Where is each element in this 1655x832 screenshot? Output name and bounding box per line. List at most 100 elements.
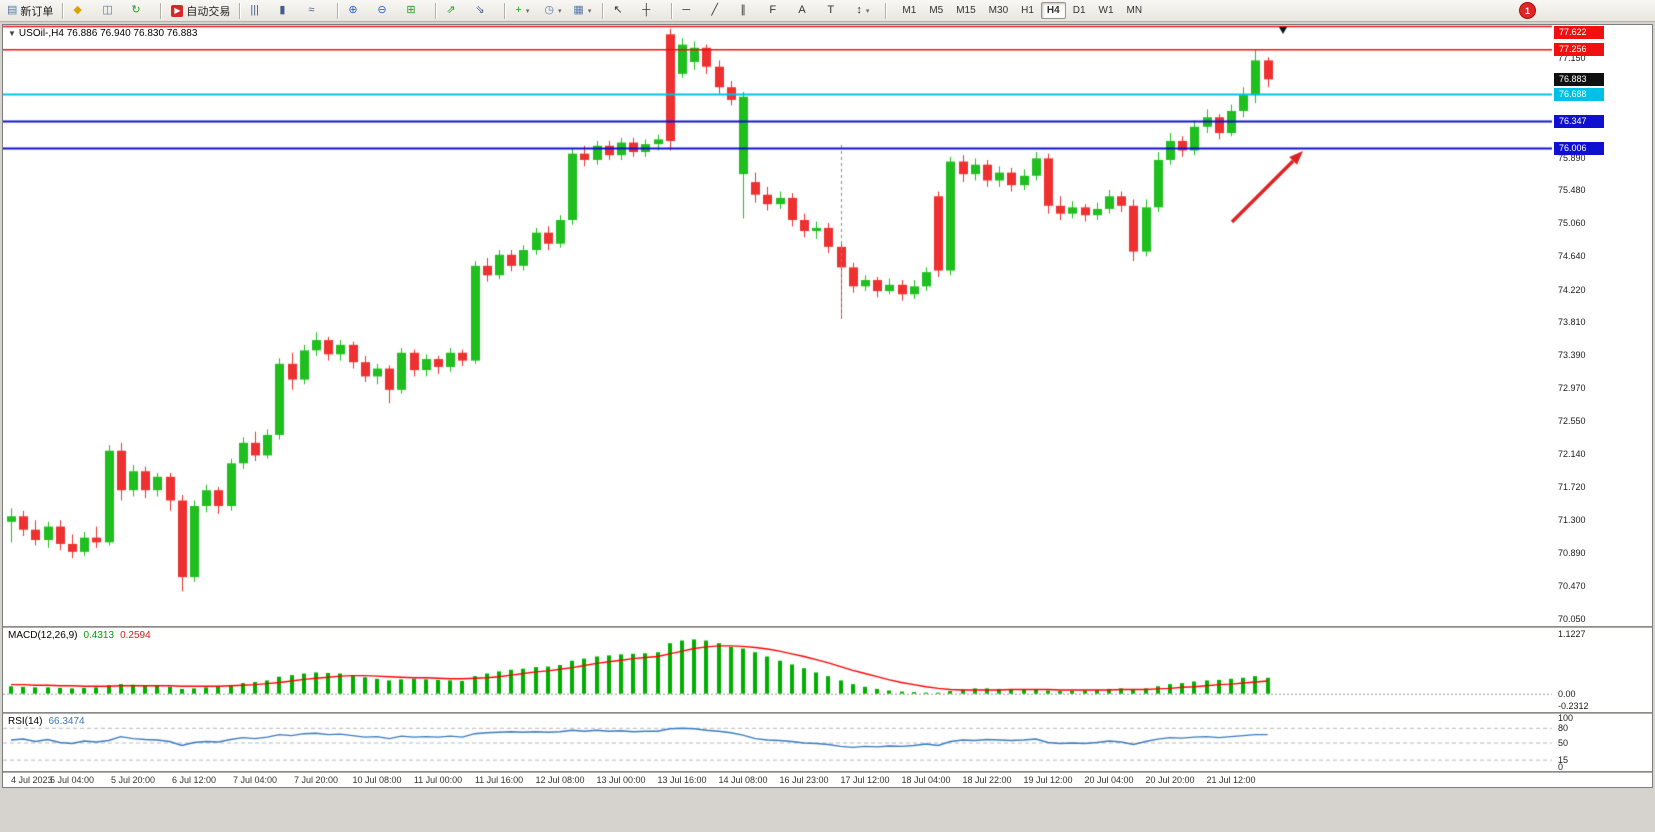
price-level-box[interactable]: 77.622 <box>1554 25 1604 39</box>
refresh-button[interactable]: ↻ <box>127 1 155 21</box>
candlestick-button[interactable]: ▮ <box>275 1 303 21</box>
timeframe-d1-button[interactable]: D1 <box>1072 5 1086 16</box>
rsi-canvas[interactable] <box>3 714 1554 771</box>
date-label: 10 Jul 08:00 <box>352 775 402 785</box>
market-watch-button[interactable]: ◫ <box>98 1 126 21</box>
date-label: 19 Jul 12:00 <box>1023 775 1073 785</box>
trendline-button[interactable]: ╱ <box>707 1 735 21</box>
notification-badge[interactable]: 1 <box>1519 2 1536 19</box>
rsi-title-text: RSI(14) <box>8 716 43 727</box>
time-axis[interactable] <box>3 773 1652 787</box>
cursor-button[interactable]: ↖ <box>609 1 637 21</box>
rsi-axis-label: 50 <box>1558 737 1569 748</box>
date-label: 17 Jul 12:00 <box>840 775 890 785</box>
text-button[interactable]: A <box>794 1 822 21</box>
new-order-icon: ▤ <box>7 4 18 16</box>
price-axis-label: 74.220 <box>1558 284 1586 295</box>
price-level-box[interactable]: 77.256 <box>1554 43 1604 57</box>
zoom-out-button[interactable]: ⊖ <box>373 1 401 21</box>
timeframe-toolbar: M1 M5 M15 M30 H1 H4 D1 W1 MN <box>896 2 1148 19</box>
channel-icon: ∥ <box>740 4 746 16</box>
toolbar-separator <box>435 2 438 19</box>
date-label: 5 Jul 04:00 <box>49 775 95 785</box>
macd-axis-label: 1.1227 <box>1558 629 1586 639</box>
text-icon: A <box>798 4 806 16</box>
channel-button[interactable]: ∥ <box>736 1 764 21</box>
indicator-list-icon: ⇘ <box>475 4 485 16</box>
toolbar-separator <box>671 2 674 19</box>
label-icon: T <box>827 4 835 16</box>
crosshair-button[interactable]: ┼ <box>638 1 666 21</box>
indicators-button[interactable]: ⇗ <box>442 1 470 21</box>
crosshair-icon: ┼ <box>642 4 651 16</box>
horizontal-line-button[interactable]: ─ <box>678 1 706 21</box>
chevron-down-icon[interactable]: ▾ <box>865 7 870 15</box>
add-indicator-button[interactable]: + ▾ <box>511 1 539 21</box>
panel-splitter[interactable] <box>3 712 1652 714</box>
date-label: 18 Jul 22:00 <box>962 775 1012 785</box>
timeframe-m30-button[interactable]: M30 <box>988 5 1009 16</box>
date-label: 4 Jul 2023 <box>11 775 53 785</box>
market-watch-icon: ◫ <box>102 4 113 16</box>
chart-profile-button[interactable]: ◆ <box>69 1 97 21</box>
date-label: 11 Jul 16:00 <box>474 775 524 785</box>
line-chart-button[interactable]: ≈ <box>304 1 332 21</box>
price-axis-label: 75.480 <box>1558 184 1586 195</box>
indicator-list-button[interactable]: ⇘ <box>471 1 499 21</box>
panel-splitter[interactable] <box>3 626 1652 628</box>
periods-button[interactable]: ◷ ▾ <box>540 1 568 21</box>
toolbar-separator <box>504 2 507 19</box>
horizontal-line-icon: ─ <box>682 4 691 16</box>
macd-canvas[interactable] <box>3 628 1554 712</box>
new-order-button-label: 新订单 <box>20 5 54 18</box>
label-button[interactable]: T <box>823 1 851 21</box>
price-axis-label: 77.150 <box>1558 53 1586 64</box>
date-label: 7 Jul 04:00 <box>232 775 278 785</box>
price-level-box[interactable]: 76.006 <box>1554 141 1604 155</box>
periods-icon: ◷ <box>544 4 555 16</box>
panel-splitter[interactable] <box>3 771 1652 773</box>
timeframe-m15-button[interactable]: M15 <box>956 5 976 16</box>
arrows-button[interactable]: ↕ ▾ <box>852 1 880 21</box>
bar-chart-button[interactable]: ||| <box>246 1 274 21</box>
chevron-down-icon[interactable]: ▾ <box>558 7 562 15</box>
trendline-icon: ╱ <box>711 4 719 16</box>
price-level-box[interactable]: 76.688 <box>1554 88 1604 102</box>
grid-button[interactable]: ⊞ <box>402 1 430 21</box>
cursor-icon: ↖ <box>613 4 623 16</box>
date-label: 6 Jul 12:00 <box>171 775 217 785</box>
price-axis-label: 71.300 <box>1558 515 1586 526</box>
timeframe-h4-button[interactable]: H4 <box>1040 2 1066 19</box>
indicators-icon: ⇗ <box>446 4 456 16</box>
zoom-in-button[interactable]: ⊕ <box>344 1 372 21</box>
macd-signal-value: 0.2594 <box>120 630 151 641</box>
collapse-triangle-icon[interactable]: ▼ <box>8 29 16 38</box>
zoom-in-icon: ⊕ <box>348 4 358 16</box>
price-level-box[interactable]: 76.347 <box>1554 114 1604 128</box>
templates-button[interactable]: ▦ ▾ <box>569 1 597 21</box>
price-axis-label: 75.060 <box>1558 218 1586 229</box>
date-label: 16 Jul 23:00 <box>779 775 829 785</box>
price-chart-canvas[interactable] <box>3 25 1554 626</box>
timeframe-m5-button[interactable]: M5 <box>929 5 944 16</box>
main-toolbar: ▤ 新订单 ◆ ◫ ↻ ▶ 自动交易 ||| ▮ ≈ ⊕ ⊖ ⊞ ⇗ ⇘ + ▾ ◷ ▾ ▦ ▾ ↖ ┼ ─ ╱ ∥ F A T ↕ ▾ M1… <box>0 0 1655 22</box>
macd-axis-label: -0.2312 <box>1558 701 1589 711</box>
chart-profile-icon: ◆ <box>73 4 82 16</box>
timeframe-m1-button[interactable]: M1 <box>902 5 917 16</box>
macd-axis-label: 0.00 <box>1558 688 1576 699</box>
timeframe-mn-button[interactable]: MN <box>1126 5 1143 16</box>
price-axis-label: 70.470 <box>1558 580 1586 591</box>
price-axis-label: 73.390 <box>1558 350 1586 361</box>
timeframe-h1-button[interactable]: H1 <box>1021 5 1034 16</box>
new-order-button[interactable]: ▤ 新订单 <box>3 1 57 21</box>
date-label: 18 Jul 04:00 <box>901 775 951 785</box>
timeframe-w1-button[interactable]: W1 <box>1098 5 1114 16</box>
rsi-axis-label: 100 <box>1558 713 1574 723</box>
fibonacci-button[interactable]: F <box>765 1 793 21</box>
toolbar-separator <box>602 2 605 19</box>
templates-icon: ▦ <box>573 4 584 16</box>
chevron-down-icon[interactable]: ▾ <box>587 7 592 15</box>
date-label: 13 Jul 16:00 <box>657 775 707 785</box>
autotrading-button[interactable]: ▶ 自动交易 <box>167 1 234 21</box>
chevron-down-icon[interactable]: ▾ <box>525 7 530 15</box>
